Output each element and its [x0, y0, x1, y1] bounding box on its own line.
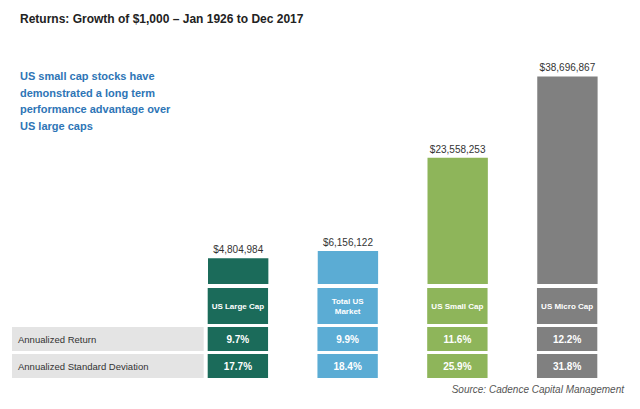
svg-text:Annualized Return: Annualized Return	[18, 334, 96, 345]
svg-text:$38,696,867: $38,696,867	[540, 62, 596, 73]
svg-text:Annualized Standard Deviation: Annualized Standard Deviation	[18, 361, 148, 372]
svg-text:17.7%: 17.7%	[224, 361, 252, 372]
svg-text:18.4%: 18.4%	[333, 361, 361, 372]
svg-text:9.9%: 9.9%	[336, 334, 359, 345]
svg-text:31.8%: 31.8%	[553, 361, 581, 372]
html-text:Source: Cadence Capital Manage: Source: Cadence Capital Management	[451, 384, 624, 395]
svg-text:12.2%: 12.2%	[553, 334, 581, 345]
svg-text:US Large Cap: US Large Cap	[212, 302, 265, 311]
svg-text:$23,558,253: $23,558,253	[430, 144, 486, 155]
svg-text:Total USMarket: Total USMarket	[332, 297, 365, 316]
svg-text:$4,804,984: $4,804,984	[213, 244, 263, 255]
html-text:Returns: Growth of $1,000 – Ja: Returns: Growth of $1,000 – Jan 1926 to …	[20, 12, 304, 26]
svg-text:US Small Cap: US Small Cap	[431, 302, 483, 311]
svg-text:25.9%: 25.9%	[443, 361, 471, 372]
html-text:US small cap stocks have demon: US small cap stocks have demonstrated a …	[20, 70, 171, 132]
svg-text:11.6%: 11.6%	[443, 334, 471, 345]
svg-text:US Micro Cap: US Micro Cap	[541, 302, 593, 311]
svg-text:$6,156,122: $6,156,122	[323, 237, 373, 248]
svg-text:9.7%: 9.7%	[226, 334, 249, 345]
